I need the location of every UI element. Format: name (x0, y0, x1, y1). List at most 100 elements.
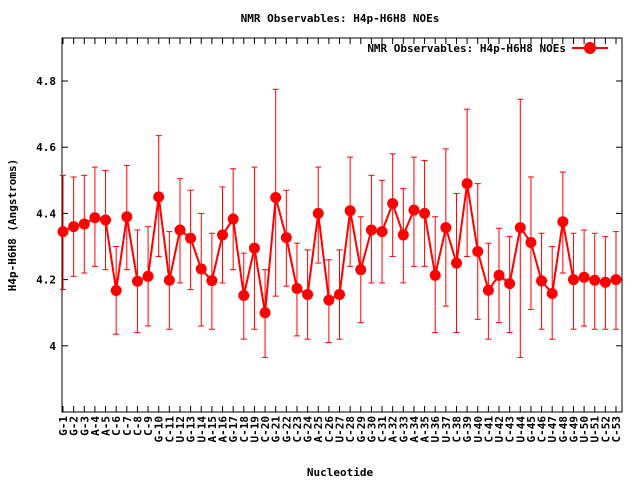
data-point (408, 204, 420, 216)
y-tick-label: 4.6 (36, 141, 56, 154)
data-point (334, 289, 345, 301)
y-tick-label: 4.2 (36, 274, 56, 287)
legend: NMR Observables: H4p-H6H8 NOEs (367, 42, 608, 55)
x-tick-label: C-20 (259, 416, 272, 443)
x-tick-label: C-28 (344, 416, 357, 443)
x-tick-label: G-48 (557, 416, 570, 443)
x-axis-label: Nucleotide (307, 466, 374, 479)
x-tick-label: C-8 (131, 416, 144, 436)
x-tick-label: A-25 (312, 416, 325, 443)
x-tick-label: U-51 (589, 416, 602, 443)
x-tick-label: G-45 (525, 416, 538, 443)
x-tick-label: C-43 (504, 416, 517, 443)
data-point (599, 276, 611, 288)
data-point (567, 274, 579, 286)
data-point (291, 283, 303, 295)
chart-title: NMR Observables: H4p-H6H8 NOEs (241, 12, 440, 25)
x-tick-label: A-35 (419, 416, 432, 443)
y-axis-label: H4p-H6H8 (Angstroms) (6, 159, 19, 291)
x-tick-label: A-4 (89, 416, 102, 436)
x-tick-label: G-39 (461, 416, 474, 443)
x-tick-label: C-6 (110, 416, 123, 436)
x-tick-label: G-10 (153, 416, 166, 443)
x-tick-label: A-15 (206, 416, 219, 443)
x-tick-label: C-7 (121, 416, 134, 436)
x-tick-label: A-5 (100, 416, 113, 436)
data-point (546, 288, 558, 300)
data-point (525, 237, 537, 249)
x-tick-label: G-3 (78, 416, 91, 436)
data-point (450, 257, 462, 269)
data-point (482, 284, 494, 296)
x-tick-label: U-42 (493, 416, 506, 443)
y-tick-label: 4.4 (36, 207, 56, 220)
x-tick-label: G-30 (365, 416, 378, 443)
data-point (365, 224, 377, 236)
x-tick-label: C-23 (291, 416, 304, 443)
data-point (163, 274, 175, 286)
data-point (174, 224, 186, 236)
data-points (57, 178, 622, 319)
data-point (397, 229, 409, 241)
data-point (578, 271, 590, 283)
data-point (57, 226, 69, 238)
data-point (270, 192, 282, 204)
x-tick-label: G-22 (280, 416, 293, 443)
data-point (259, 307, 271, 319)
y-tick-label: 4 (49, 340, 56, 353)
y-axis: 4 4.2 4.4 4.6 4.8 (36, 75, 622, 353)
data-point (302, 289, 314, 301)
data-point (78, 218, 90, 230)
x-tick-label: C-53 (610, 416, 623, 443)
x-tick-label: U-36 (429, 416, 442, 443)
legend-marker (584, 42, 596, 54)
data-point (504, 278, 516, 290)
data-point (312, 207, 324, 219)
plot-frame (61, 37, 623, 413)
data-point (589, 274, 601, 286)
data-point (355, 264, 367, 276)
x-tick-label: G-33 (397, 416, 410, 443)
error-bars (60, 88, 619, 358)
x-tick-label: U-27 (334, 416, 347, 443)
x-tick-label: C-52 (599, 416, 612, 443)
data-point (536, 275, 548, 287)
x-tick-label: U-12 (174, 416, 187, 443)
x-tick-label: G-17 (227, 416, 240, 443)
x-tick-label: G-21 (270, 416, 283, 443)
data-point (142, 270, 154, 282)
x-tick-label: A-34 (408, 416, 421, 443)
x-tick-label: G-24 (302, 416, 315, 443)
x-tick-label: C-46 (536, 416, 549, 443)
x-tick-label: U-19 (248, 416, 261, 443)
x-tick-label: C-18 (238, 416, 251, 443)
x-tick-label: G-29 (355, 416, 368, 443)
x-axis: G-1G-2G-3A-4A-5C-6C-7C-8C-9G-10C-11U-12G… (57, 38, 623, 443)
data-point (100, 214, 112, 226)
data-point (121, 211, 133, 223)
data-point (131, 275, 143, 287)
x-tick-label: U-37 (440, 416, 453, 443)
x-tick-label: C-38 (450, 416, 463, 443)
data-point (153, 191, 165, 203)
x-tick-label: G-49 (567, 416, 580, 443)
data-point (206, 275, 218, 287)
data-point (280, 232, 292, 244)
data-point (89, 212, 101, 224)
x-tick-label: U-50 (578, 416, 591, 443)
data-point (227, 213, 239, 225)
x-tick-label: U-14 (195, 416, 208, 443)
y-tick-label: 4.8 (36, 75, 56, 88)
data-point (429, 269, 441, 281)
x-tick-label: G-13 (185, 416, 198, 443)
x-tick-label: G-2 (68, 416, 81, 436)
x-tick-label: C-9 (142, 416, 155, 436)
data-point (344, 205, 356, 217)
data-point (238, 289, 250, 301)
data-point (514, 222, 526, 234)
x-tick-label: U-40 (472, 416, 485, 443)
data-point (248, 242, 260, 254)
x-tick-label: G-1 (57, 416, 70, 436)
data-point (185, 232, 197, 244)
